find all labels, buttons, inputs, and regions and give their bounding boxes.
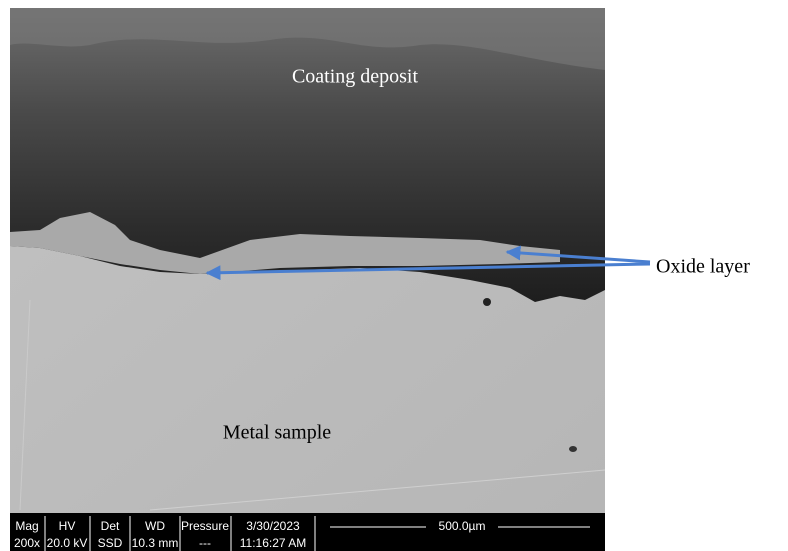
info-header: 3/30/2023: [246, 519, 300, 533]
info-value: 20.0 kV: [47, 536, 88, 550]
info-header: Det: [101, 519, 120, 533]
info-header: WD: [145, 519, 165, 533]
info-bar: Mag 200x HV 20.0 kV Det SSD WD 10.3 mm P…: [10, 513, 605, 551]
scale-label: 500.0µm: [439, 519, 486, 533]
coating-label: Coating deposit: [292, 66, 419, 88]
info-value: 10.3 mm: [132, 536, 179, 550]
info-value: ---: [199, 536, 211, 550]
info-header: Pressure: [181, 519, 229, 533]
info-header: Mag: [15, 519, 38, 533]
info-value: 200x: [14, 536, 40, 550]
oxide-label: Oxide layer: [656, 256, 750, 278]
pore: [483, 298, 491, 306]
info-value: SSD: [98, 536, 123, 550]
page: {"labels": {"coating": "Coating deposit"…: [0, 0, 788, 551]
pore: [569, 446, 577, 452]
figure: Coating deposit Metal sample Oxide layer…: [0, 0, 788, 551]
metal-label: Metal sample: [223, 422, 331, 444]
info-header: HV: [59, 519, 76, 533]
info-value: 11:16:27 AM: [240, 536, 307, 550]
